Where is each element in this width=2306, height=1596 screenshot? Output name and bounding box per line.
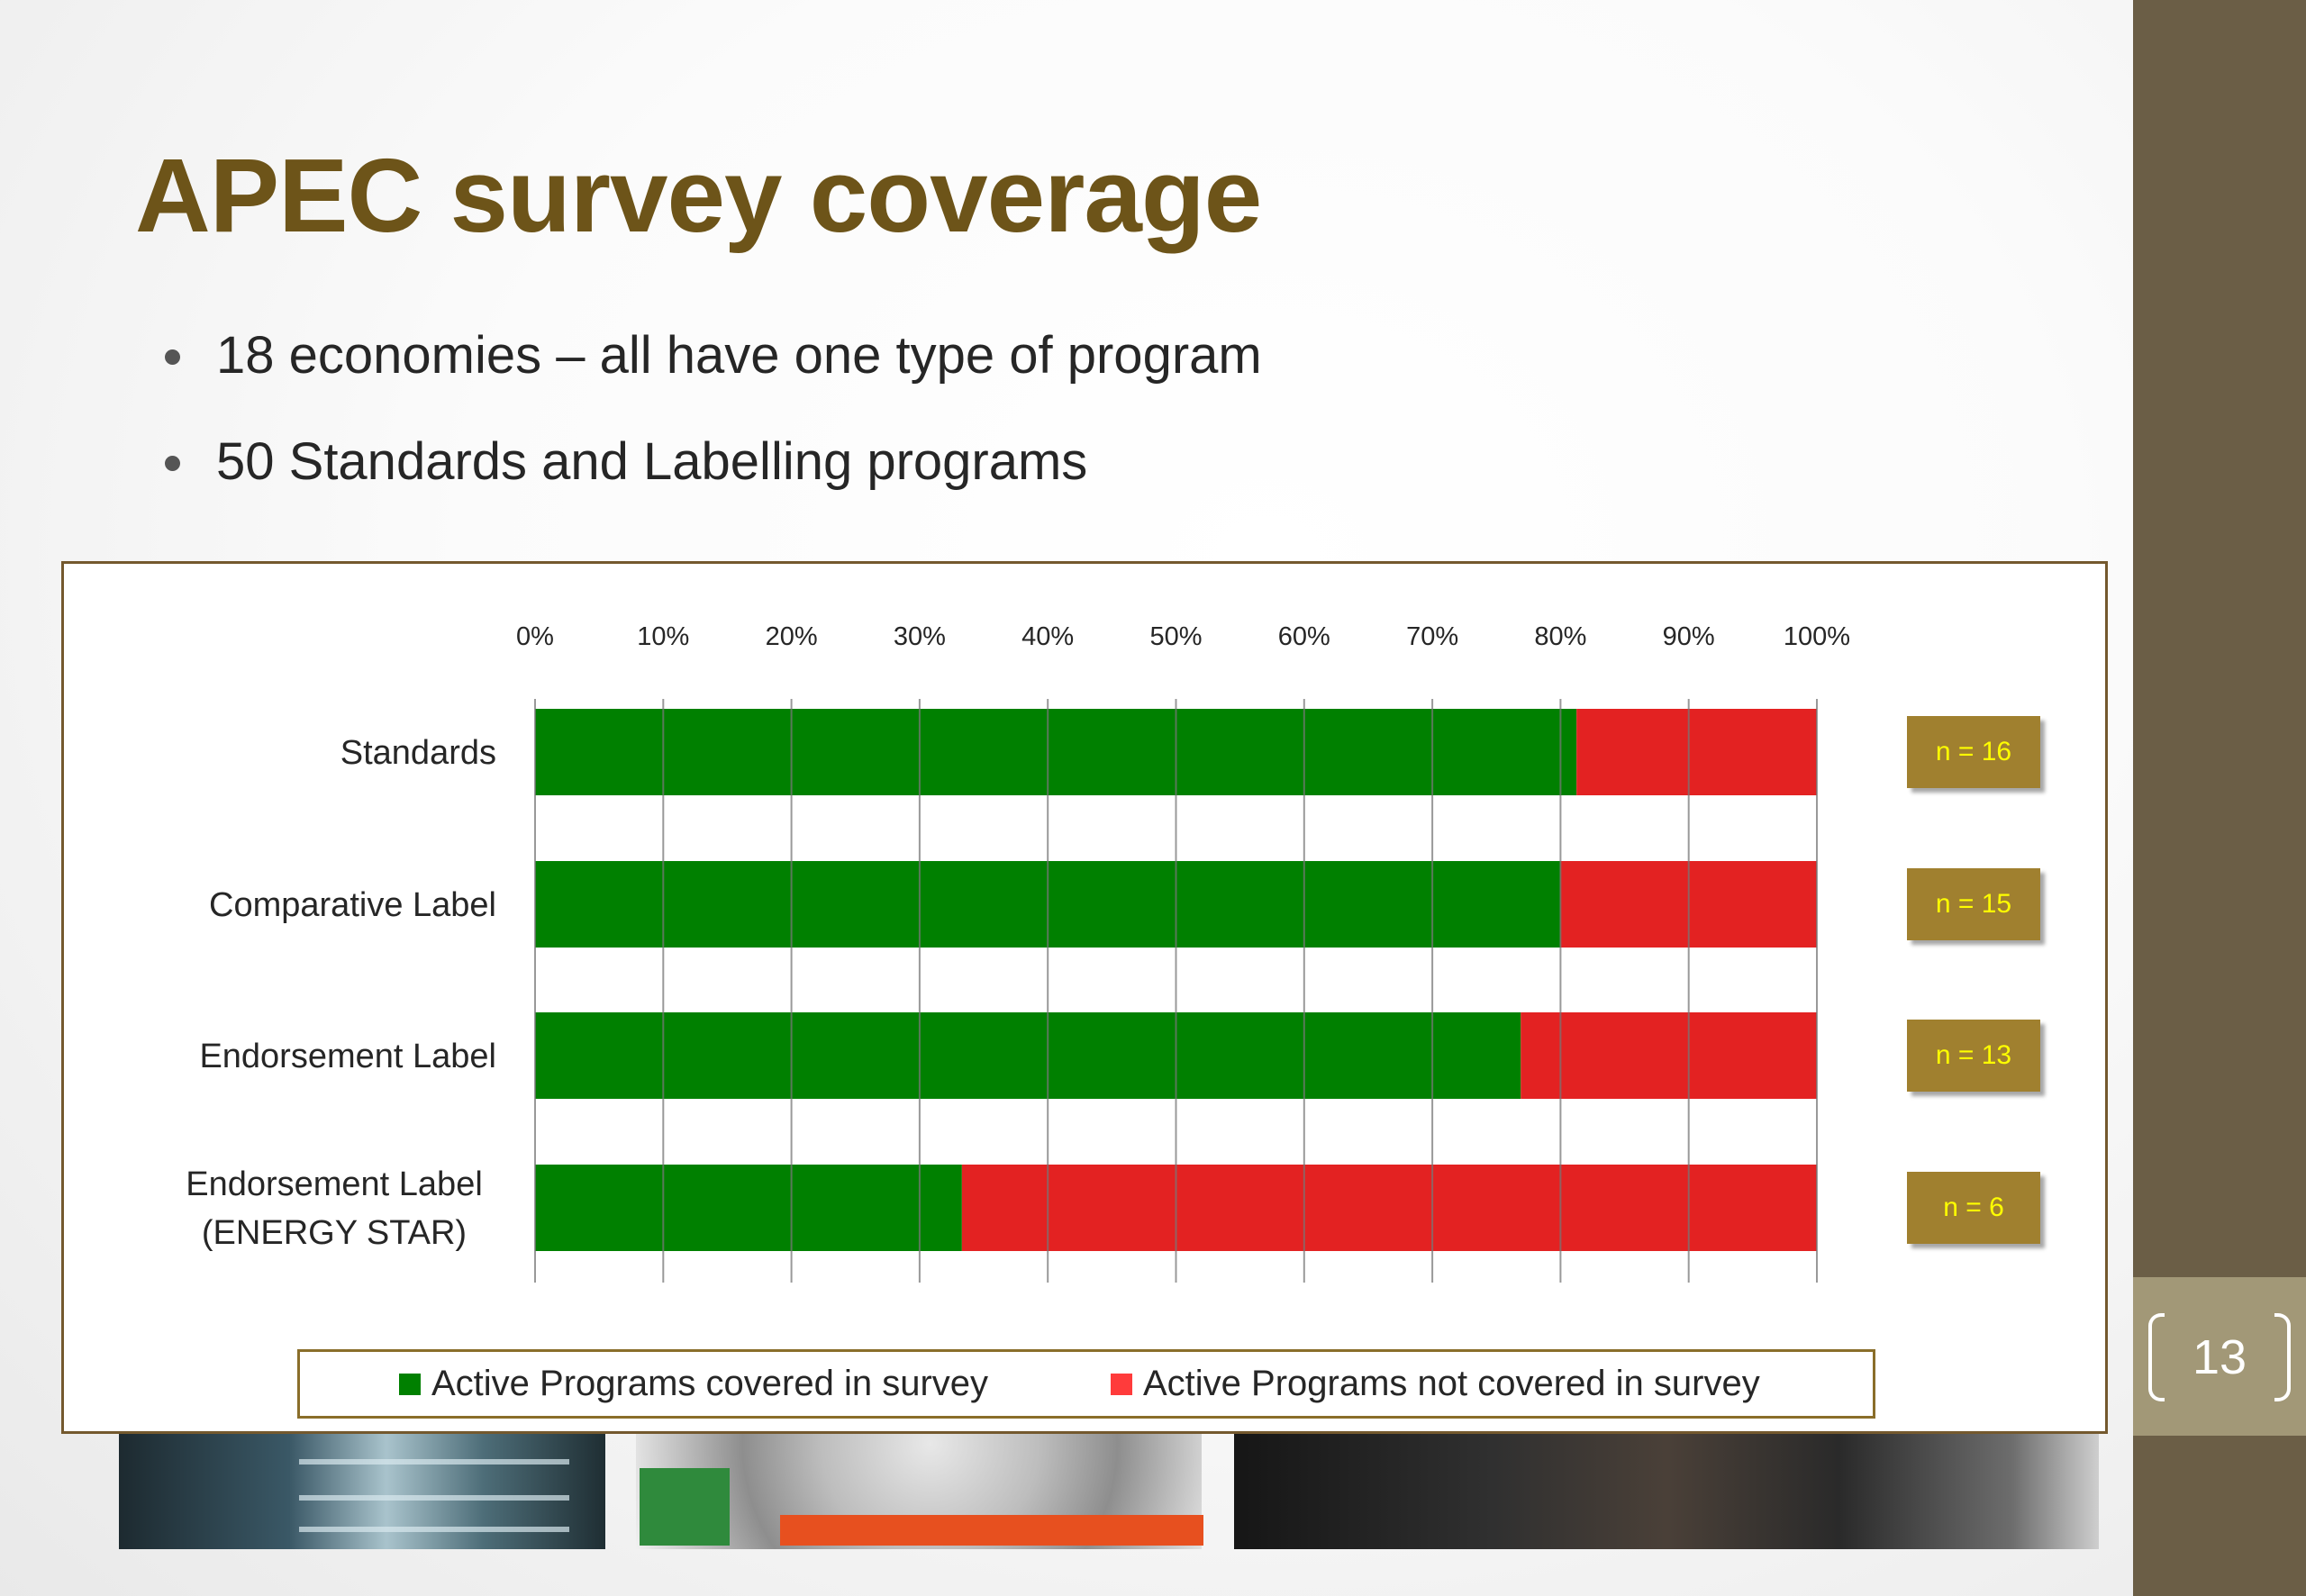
chart-plot: 0% 10% 20% 30% 40% 50% 60% 70% 80% 90% 100% Standar… [186, 622, 1850, 1283]
bar-covered [535, 709, 1577, 795]
page-number-right-bracket [2274, 1313, 2291, 1401]
slide-title: APEC survey coverage [135, 137, 1262, 254]
legend-label-not-covered: Active Programs not covered in survey [1143, 1364, 1760, 1403]
n-count-badge: n = 15 [1907, 868, 2040, 940]
x-tick-label: 100% [1784, 622, 1850, 651]
x-tick-label: 80% [1534, 622, 1586, 651]
x-tick-label: 10% [637, 622, 689, 651]
photo-energy-badge [640, 1468, 730, 1546]
x-tick-label: 30% [894, 622, 946, 651]
legend-label-covered: Active Programs covered in survey [431, 1364, 989, 1403]
legend-item-covered: Active Programs covered in survey [399, 1352, 988, 1416]
chart-frame: 0% 10% 20% 30% 40% 50% 60% 70% 80% 90% 100% Standar… [61, 561, 2108, 1434]
legend-swatch-covered [399, 1373, 421, 1395]
photo-washing-machine [636, 1432, 1203, 1549]
x-tick-label: 40% [1021, 622, 1074, 651]
category-label: Comparative Label [209, 886, 496, 924]
x-tick-label: 70% [1406, 622, 1458, 651]
legend-item-not-covered: Active Programs not covered in survey [1111, 1352, 1760, 1416]
photo-appliance-store [1234, 1432, 2099, 1549]
category-label: Endorsement Label [186, 1165, 483, 1203]
bullet-text: 50 Standards and Labelling programs [216, 432, 1088, 491]
x-tick-label: 90% [1663, 622, 1715, 651]
x-tick-label: 0% [516, 622, 554, 651]
legend-swatch-not-covered [1111, 1373, 1132, 1395]
page-number: 13 [2192, 1330, 2247, 1384]
bullet-list: 18 economies – all have one type of prog… [162, 324, 1262, 537]
photo-shelf-line [299, 1495, 569, 1501]
category-label: Endorsement Label [199, 1038, 496, 1075]
photo-shelf-line [299, 1527, 569, 1532]
page-number-left-bracket [2148, 1313, 2165, 1401]
chart-legend: Active Programs covered in survey Active… [297, 1349, 1875, 1419]
bullet-dot [165, 349, 180, 365]
bar-covered [535, 1012, 1521, 1099]
x-tick-label: 60% [1278, 622, 1330, 651]
bullet-text: 18 economies – all have one type of prog… [216, 326, 1262, 385]
x-tick-label: 20% [766, 622, 818, 651]
bar-not-covered [1576, 709, 1817, 795]
bar-covered [535, 1165, 962, 1251]
category-label: (ENERGY STAR) [202, 1214, 467, 1252]
category-label: Standards [340, 734, 496, 772]
bar-not-covered [961, 1165, 1817, 1251]
n-count-badge: n = 16 [1907, 716, 2040, 788]
x-tick-label: 50% [1149, 622, 1202, 651]
bullet-dot [165, 456, 180, 471]
page-number-box [2133, 1277, 2306, 1436]
bullet-item: 50 Standards and Labelling programs [162, 431, 1262, 537]
n-count-badge: n = 13 [1907, 1020, 2040, 1092]
bullet-item: 18 economies – all have one type of prog… [162, 324, 1262, 431]
photo-price-arrow [780, 1515, 1203, 1546]
n-count-badge: n = 6 [1907, 1172, 2040, 1244]
photo-shelf-line [299, 1459, 569, 1465]
photo-refrigerator-shelves [119, 1432, 605, 1549]
bar-not-covered [1521, 1012, 1817, 1099]
